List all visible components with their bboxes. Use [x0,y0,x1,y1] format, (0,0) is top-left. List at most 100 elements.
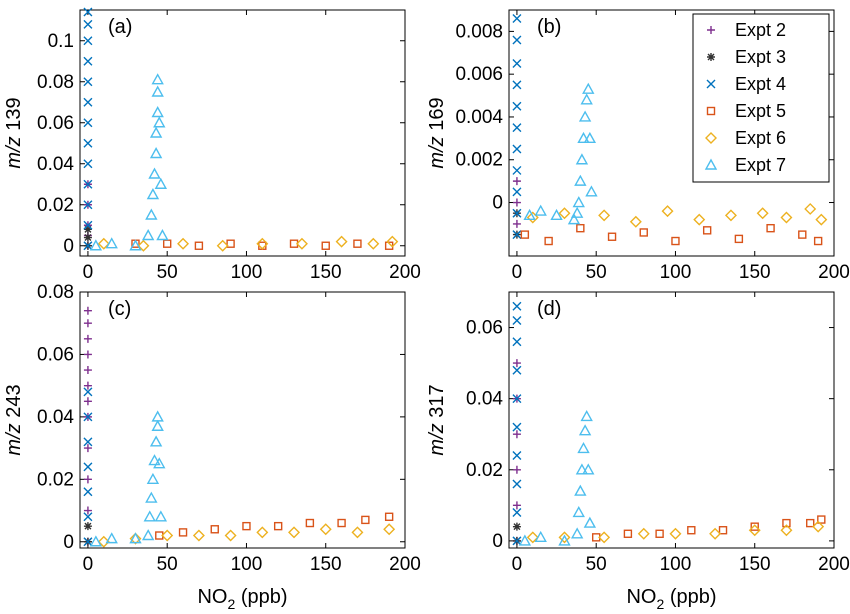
data-point [585,185,598,197]
data-point [145,491,158,503]
data-point [576,223,585,233]
legend-item: Expt 7 [704,155,786,175]
data-point [149,126,163,138]
axes-frame [79,291,406,549]
legend: Expt 2 Expt 3 Expt 4 Expt 5 Expt 6 Expt 7 [692,13,830,183]
data-point [812,520,825,533]
x-tick-label: 100 [660,554,692,575]
data-point [146,188,160,200]
data-point [383,523,396,536]
data-point [598,209,611,222]
data-point [512,501,521,510]
x-tick-label: 0 [512,262,523,283]
data-point [351,526,364,539]
data-point [83,56,93,66]
data-point [583,516,597,528]
data-point [512,451,522,461]
legend-item: Expt 5 [706,101,786,121]
axes-frame [508,9,835,257]
data-point [661,205,674,218]
data-point [154,510,168,522]
y-tick-label: 0 [492,531,503,552]
data-point [321,241,330,250]
y-tick-label: 0.08 [37,72,74,93]
data-point [83,444,92,453]
data-point [512,479,522,489]
data-point [756,207,769,220]
data-point [288,526,301,539]
data-point [724,209,737,222]
data-point [574,174,587,186]
series-expt-6 [526,202,828,228]
data-point [512,522,521,531]
data-point [305,518,315,528]
data-point [151,73,164,85]
data-point [512,507,522,517]
data-point [512,536,522,546]
y-tick-label: 0.004 [455,107,503,128]
data-point [295,237,308,250]
data-point [815,213,828,226]
data-point [83,138,93,148]
data-point [83,487,93,497]
data-point [83,462,93,472]
series-expt-2 [83,306,92,546]
data-point [83,77,93,87]
data-point [194,241,204,250]
series-expt-7 [518,410,597,546]
data-point [629,215,642,228]
data-point [572,196,585,208]
data-point [361,515,370,525]
data-point [582,82,595,94]
data-point [83,220,93,230]
data-point [734,234,744,244]
legend-box [692,13,830,183]
data-point [226,239,235,248]
data-point [162,239,172,248]
panel-d: 0 50 100 150 200 0 0.02 0.04 0.06 (d) m/z 317 NO2 (… [426,291,850,612]
data-point [512,208,522,218]
data-point [216,239,229,252]
y-tick-label: 0 [63,236,74,257]
x-tick-label: 150 [310,262,342,283]
data-point [655,529,664,538]
data-point [151,410,164,422]
panel-b: 0 50 100 150 200 0 0.002 0.004 0.006 0.008 (b) m/z … [426,9,850,283]
series-expt-4 [83,7,93,251]
data-point [558,207,571,220]
data-point [129,532,142,544]
data-point [550,208,563,221]
data-point [582,463,595,475]
data-point [512,123,522,133]
legend-marker [706,79,716,89]
y-tick-label: 0.08 [37,282,74,303]
data-point [83,36,93,46]
data-point [693,213,706,226]
data-point [83,319,92,328]
data-point [512,337,522,347]
data-point [512,144,522,154]
x-tick-label: 100 [231,262,263,283]
data-point [512,80,522,90]
data-point [671,236,680,246]
x-tick-label: 200 [389,262,421,283]
legend-item: Expt 2 [707,20,786,40]
data-point [574,484,587,496]
data-point [337,518,346,528]
data-point [151,106,164,118]
x-tick-label: 200 [818,554,850,575]
data-point [512,359,521,368]
series-expt-6 [97,235,399,252]
data-point [512,165,522,175]
x-axis-label: NO2 (ppb) [197,586,287,612]
panel-letter: (c) [108,298,131,320]
data-point [512,430,521,439]
data-point [335,235,348,248]
data-point [83,97,93,107]
data-point [83,412,93,422]
data-point [83,366,92,375]
plot-area [512,301,826,546]
series-expt-5 [520,223,823,246]
data-point [798,230,807,239]
legend-label: Expt 3 [735,47,786,67]
